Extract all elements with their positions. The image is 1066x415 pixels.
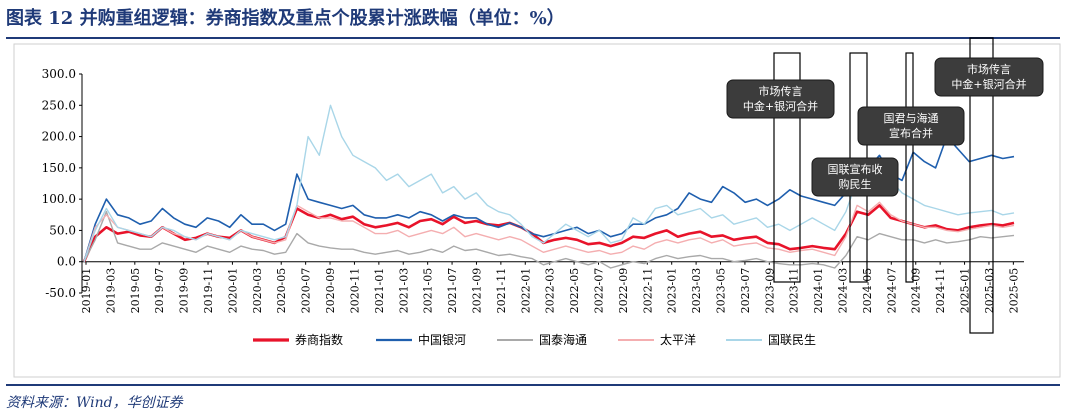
annotation-box	[811, 157, 899, 197]
x-tick-label: 2019-09	[178, 268, 191, 314]
x-tick-label: 2020-11	[348, 268, 361, 314]
x-tick-label: 2022-07	[592, 268, 605, 314]
y-tick-label: 250.0	[42, 98, 76, 112]
legend-label: 中国银河	[418, 332, 466, 347]
x-tick-label: 2023-07	[739, 268, 752, 314]
y-tick-label: 200.0	[42, 130, 76, 144]
annotation-text: 购民生	[839, 177, 872, 191]
x-tick-label: 2020-09	[324, 268, 337, 314]
series-line-2	[83, 211, 1015, 269]
top-rule	[6, 37, 1060, 39]
x-tick-label: 2020-03	[251, 268, 264, 314]
y-tick-label: 50.0	[49, 223, 76, 237]
annotation-text: 宣布合并	[889, 126, 933, 140]
event-window-box	[773, 52, 801, 283]
x-tick-label: 2024-03	[837, 268, 850, 314]
source-note: 资料来源：Wind，华创证券	[6, 395, 183, 411]
y-tick-label: 150.0	[42, 161, 76, 175]
x-tick-label: 2024-09	[910, 268, 923, 314]
x-tick-label: 2019-05	[129, 268, 142, 314]
annotation-text: 中金+银河合并	[743, 99, 818, 113]
x-tick-label: 2024-05	[861, 268, 874, 314]
y-tick-label: 100.0	[42, 192, 76, 206]
x-tick-label: 2024-07	[885, 268, 898, 314]
x-tick-label: 2025-05	[1007, 268, 1020, 314]
chart-title: 图表 12 并购重组逻辑：券商指数及重点个股累计涨跌幅（单位：%）	[6, 8, 565, 29]
x-tick-label: 2023-05	[715, 268, 728, 314]
annotation-text: 国联宣布收	[828, 162, 883, 176]
series-line-1	[83, 135, 1015, 262]
x-tick-label: 2020-01	[226, 268, 239, 314]
annotation-text: 市场传言	[967, 62, 1011, 76]
bottom-rule	[6, 384, 1060, 386]
x-tick-label: 2019-11	[202, 268, 215, 314]
x-tick-label: 2019-01	[80, 268, 93, 314]
x-tick-label: 2020-05	[275, 268, 288, 314]
x-tick-label: 2023-01	[666, 268, 679, 314]
legend-label: 国泰海通	[539, 332, 587, 347]
annotation-text: 市场传言	[759, 84, 803, 98]
x-tick-label: 2023-11	[788, 268, 801, 314]
annotation-text: 中金+银河合并	[951, 77, 1026, 91]
x-tick-label: 2021-07	[446, 268, 459, 314]
x-tick-label: 2022-03	[544, 268, 557, 314]
plot-frame	[13, 43, 1061, 378]
x-tick-label: 2020-07	[300, 268, 313, 314]
y-tick-label: -50.0	[45, 286, 76, 300]
x-tick-label: 2021-03	[397, 268, 410, 314]
x-tick-label: 2021-05	[422, 268, 435, 314]
x-tick-label: 2022-09	[617, 268, 630, 314]
x-tick-label: 2022-11	[641, 268, 654, 314]
x-tick-label: 2023-09	[763, 268, 776, 314]
y-tick-label: 0.0	[57, 255, 76, 269]
x-tick-label: 2024-11	[934, 268, 947, 314]
annotation-box	[857, 106, 965, 146]
legend-label: 券商指数	[295, 332, 343, 347]
x-tick-label: 2022-01	[519, 268, 532, 314]
x-tick-label: 2019-07	[153, 268, 166, 314]
series-line-0	[82, 204, 1015, 263]
x-tick-label: 2021-09	[470, 268, 483, 314]
legend-label: 国联民生	[768, 333, 816, 347]
y-tick-label: 300.0	[42, 67, 76, 81]
x-tick-label: 2021-11	[495, 268, 508, 314]
annotation-text: 国君与海通	[884, 111, 939, 125]
event-window-box	[969, 37, 994, 334]
x-tick-label: 2025-01	[959, 268, 972, 314]
x-tick-label: 2022-05	[568, 268, 581, 314]
annotation-box	[726, 79, 835, 119]
x-tick-label: 2025-03	[983, 268, 996, 314]
x-tick-label: 2021-01	[373, 268, 386, 314]
x-tick-label: 2023-03	[690, 268, 703, 314]
annotation-box	[934, 57, 1044, 97]
x-tick-label: 2024-01	[812, 268, 825, 314]
x-tick-label: 2019-03	[104, 268, 117, 314]
legend-label: 太平洋	[660, 332, 696, 347]
event-window-box	[905, 52, 914, 283]
